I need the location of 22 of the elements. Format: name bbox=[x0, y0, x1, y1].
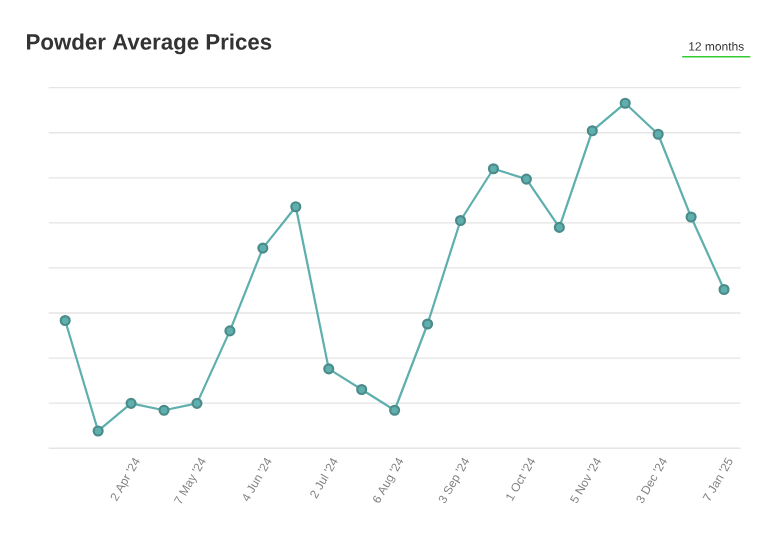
point bbox=[158, 404, 170, 416]
point bbox=[586, 125, 598, 137]
point bbox=[520, 173, 532, 185]
point bbox=[685, 211, 697, 223]
point bbox=[652, 128, 664, 140]
point bbox=[487, 163, 500, 175]
point bbox=[191, 397, 203, 409]
point bbox=[389, 404, 401, 416]
point bbox=[454, 214, 467, 226]
point bbox=[421, 318, 434, 330]
point bbox=[323, 363, 335, 375]
point bbox=[553, 221, 565, 233]
point bbox=[257, 242, 269, 254]
point bbox=[619, 97, 631, 109]
point bbox=[92, 425, 104, 437]
point bbox=[718, 283, 730, 295]
point bbox=[290, 201, 302, 213]
point bbox=[356, 383, 368, 395]
point bbox=[224, 325, 236, 337]
point bbox=[59, 314, 71, 326]
point bbox=[125, 397, 137, 409]
chart-title: Powder Average Prices bbox=[27, 33, 272, 55]
